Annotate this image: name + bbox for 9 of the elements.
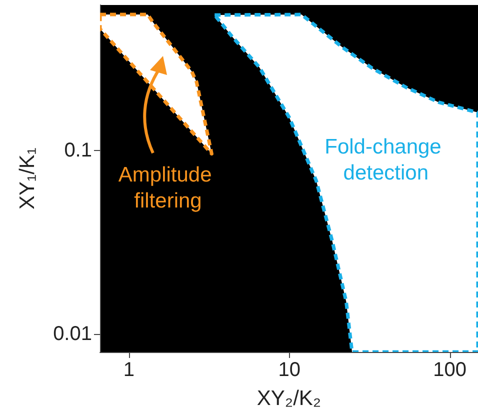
x-axis-title: XY₂/K₂ [256, 387, 322, 410]
y-tick-label: 0.01 [53, 323, 92, 346]
x-tick-label: 100 [433, 359, 466, 381]
y-axis-title: XY₁/K₁ [16, 147, 39, 210]
x-tick-label: 10 [278, 359, 300, 381]
series-label: Fold-change detection [324, 136, 442, 184]
x-tick-label: 1 [123, 359, 135, 381]
y-tick-label: 0.1 [64, 140, 92, 162]
series-label: Amplitude filtering [118, 164, 218, 212]
